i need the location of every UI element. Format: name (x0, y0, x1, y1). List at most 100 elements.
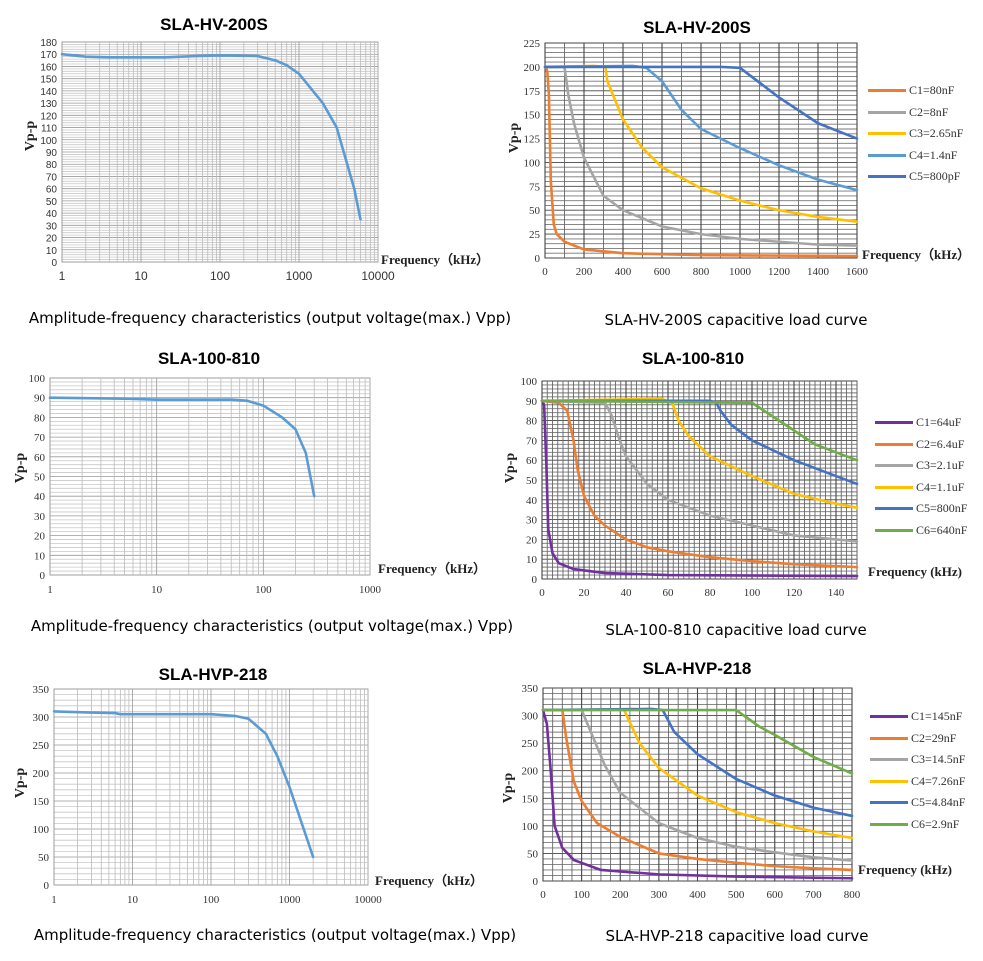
x-tick-label: 600 (654, 266, 671, 278)
y-tick-label: 170 (40, 50, 57, 61)
x-tick-label: 700 (805, 889, 822, 901)
series-line-c6 (541, 708, 854, 775)
legend-swatch (870, 801, 908, 805)
y-tick-label: 0 (40, 570, 46, 582)
legend-swatch (875, 421, 913, 425)
y-tick-label: 350 (33, 684, 50, 696)
y-tick-label: 100 (521, 376, 538, 388)
y-tick-label: 100 (40, 136, 57, 147)
chart-3-caption: Amplitude-frequency characteristics (out… (30, 617, 514, 635)
x-tick-label: 100 (203, 894, 220, 906)
y-tick-label: 50 (526, 475, 538, 487)
chart-6-xlabel: Frequency (kHz) (858, 862, 952, 877)
y-tick-label: 150 (40, 75, 57, 86)
x-tick-label: 200 (576, 266, 593, 278)
y-tick-label: 160 (40, 62, 57, 73)
legend-item: C4=1.1uF (875, 477, 967, 499)
y-tick-label: 250 (522, 738, 539, 750)
x-tick-label: 100 (210, 269, 230, 283)
chart-2-xlabel: Frequency（kHz） (862, 247, 971, 262)
chart-1-curve (60, 52, 362, 221)
series-line-c5 (543, 65, 859, 140)
y-tick-label: 150 (33, 796, 50, 808)
y-tick-label: 110 (41, 124, 57, 135)
series-line-c3 (540, 399, 859, 543)
y-tick-label: 0 (44, 880, 50, 892)
y-tick-label: 200 (524, 62, 541, 74)
x-tick-label: 100 (255, 584, 272, 596)
x-tick-label: 1000 (286, 269, 313, 283)
y-tick-label: 250 (33, 740, 50, 752)
legend-label: C2=8nF (909, 104, 949, 119)
series-line-c2 (540, 399, 859, 569)
y-tick-label: 50 (529, 205, 541, 217)
x-tick-label: 100 (573, 889, 590, 901)
x-tick-label: 10 (127, 894, 139, 906)
x-tick-label: 10 (151, 584, 163, 596)
legend-label: C4=1.1uF (916, 479, 965, 494)
x-tick-label: 1 (59, 269, 66, 283)
chart-3-xlabel: Frequency（kHz） (378, 561, 487, 576)
x-tick-label: 60 (663, 587, 675, 599)
y-tick-label: 100 (29, 373, 46, 385)
chart-1-ylabel: Vp-p (23, 120, 39, 152)
legend-label: C5=800pF (909, 169, 961, 184)
y-tick-label: 90 (46, 148, 58, 159)
y-tick-label: 10 (526, 554, 538, 566)
y-tick-label: 150 (522, 793, 539, 805)
chart-2-ylabel: Vp-p (507, 122, 523, 154)
y-tick-label: 30 (526, 515, 538, 527)
legend-swatch (870, 758, 908, 762)
y-tick-label: 50 (527, 848, 539, 860)
y-tick-label: 175 (524, 86, 541, 98)
legend-item: C2=29nF (870, 728, 965, 750)
x-tick-label: 300 (651, 889, 668, 901)
chart-3-curve (48, 396, 316, 498)
y-tick-label: 30 (46, 221, 58, 232)
legend-item: C1=80nF (868, 80, 963, 102)
chart-1-title: SLA-HV-200S (160, 15, 268, 34)
legend-item: C3=2.65nF (868, 123, 963, 145)
legend-label: C1=145nF (911, 709, 963, 724)
x-tick-label: 20 (579, 587, 591, 599)
y-tick-label: 0 (532, 574, 538, 586)
x-tick-label: 1 (47, 584, 53, 596)
chart-5-title: SLA-HVP-218 (158, 665, 268, 684)
legend-label: C6=2.9nF (911, 816, 960, 831)
chart-3-title: SLA-100-810 (157, 349, 261, 368)
y-tick-label: 100 (33, 824, 50, 836)
chart-1-xlabel: Frequency（kHz） (381, 252, 490, 267)
y-tick-label: 80 (526, 416, 538, 428)
legend-label: C4=1.4nF (909, 147, 958, 162)
y-tick-label: 125 (524, 134, 541, 146)
legend-item: C2=6.4uF (875, 434, 967, 456)
x-tick-label: 120 (786, 587, 803, 599)
legend-swatch (875, 485, 913, 489)
y-tick-label: 50 (46, 197, 58, 208)
x-tick-label: 10 (134, 269, 148, 283)
y-tick-label: 140 (40, 87, 57, 98)
y-tick-label: 20 (46, 234, 58, 245)
y-tick-label: 90 (526, 396, 538, 408)
x-tick-label: 1200 (768, 266, 791, 278)
x-tick-label: 1000 (729, 266, 752, 278)
chart-6-title: SLA-HVP-218 (642, 659, 752, 678)
y-tick-label: 200 (522, 766, 539, 778)
x-tick-label: 0 (539, 587, 545, 599)
x-tick-label: 500 (728, 889, 745, 901)
y-tick-label: 100 (524, 157, 541, 169)
x-tick-label: 1400 (807, 266, 830, 278)
legend-label: C3=2.1uF (916, 458, 965, 473)
y-tick-label: 120 (40, 111, 57, 122)
chart-6-legend: C1=145nF C2=29nF C3=14.5nF C4=7.26nF C5=… (870, 706, 965, 835)
legend-label: C5=800nF (916, 501, 968, 516)
legend-label: C2=6.4uF (916, 436, 965, 451)
x-tick-label: 1000 (279, 894, 302, 906)
y-tick-label: 70 (526, 435, 538, 447)
legend-label: C5=4.84nF (911, 795, 966, 810)
chart-4-legend: C1=64uF C2=6.4uF C3=2.1uF C4=1.1uF C5=80… (875, 412, 967, 541)
legend-item: C6=640nF (875, 520, 967, 542)
chart-4-ylabel: Vp-p (503, 452, 519, 484)
